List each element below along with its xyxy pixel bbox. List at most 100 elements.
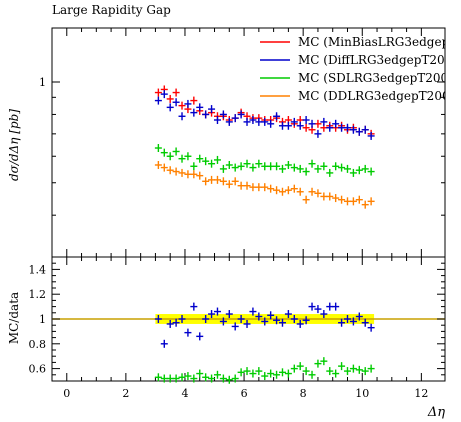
ratio-data-point — [196, 332, 204, 341]
ratio-data-point — [208, 310, 216, 319]
ratio-data-point — [237, 315, 245, 323]
ratio-data-point — [231, 374, 239, 383]
ratio-y-axis-label: MC/data — [7, 292, 21, 344]
legend-entry: MC (MinBiasLRG3edgepT — [298, 35, 457, 49]
ratio-data-point — [178, 315, 186, 323]
ratio-data-point — [284, 310, 292, 319]
ratio-data-point — [255, 312, 263, 321]
ratio-data-point — [278, 368, 286, 377]
ratio-data-point — [184, 328, 192, 337]
main-data-point — [213, 115, 221, 124]
ratio-data-point — [308, 302, 316, 311]
ratio-data-point — [231, 322, 239, 331]
main-data-point — [208, 105, 216, 114]
ratio-data-point — [320, 310, 328, 319]
main-data-point — [261, 183, 269, 192]
main-data-point — [343, 164, 351, 173]
main-data-point — [355, 166, 363, 175]
ratio-data-point — [190, 374, 198, 383]
main-data-point — [355, 195, 363, 204]
main-data-point — [249, 183, 257, 192]
x-tick-label: 4 — [181, 387, 188, 400]
ratio-data-point — [208, 374, 216, 383]
legend-entry: MC (SDLRG3edgepT200 — [298, 71, 448, 85]
main-data-point — [202, 177, 210, 186]
ratio-data-point — [349, 364, 357, 373]
ratio-data-point — [160, 339, 168, 348]
ratio-data-point — [278, 318, 286, 327]
main-data-point — [213, 175, 221, 184]
main-data-point — [355, 127, 363, 136]
ratio-data-point — [196, 369, 204, 378]
main-data-point — [332, 162, 340, 171]
main-data-point — [208, 159, 216, 168]
legend: MC (MinBiasLRG3edgepT MC (DiffLRG3edgepT2… — [260, 35, 457, 103]
main-data-point — [273, 162, 281, 171]
main-data-point — [237, 181, 245, 190]
main-data-point — [320, 192, 328, 201]
main-data-point — [308, 119, 316, 128]
ratio-data-point — [302, 316, 310, 325]
main-data-point — [326, 192, 334, 201]
ratio-data-point — [361, 318, 369, 327]
main-data-point — [160, 163, 168, 172]
main-data-point — [308, 187, 316, 196]
main-data-point — [290, 184, 298, 193]
main-data-point — [184, 99, 192, 108]
main-data-point — [338, 195, 346, 204]
ratio-data-point — [296, 319, 304, 328]
ratio-data-point — [249, 307, 257, 316]
main-data-point — [231, 163, 239, 172]
main-data-point — [154, 96, 162, 105]
ratio-data-point — [302, 367, 310, 376]
main-data-point — [202, 110, 210, 119]
main-data-point — [255, 183, 263, 192]
ratio-data-point — [213, 307, 221, 316]
ratio-data-point — [184, 372, 192, 381]
ratio-x-axis: 0 2 4 6 8 10 12 — [63, 257, 428, 400]
main-data-point — [349, 168, 357, 177]
main-y-tick-label: 1 — [39, 76, 46, 89]
main-data-point — [231, 114, 239, 123]
main-data-point — [184, 170, 192, 179]
main-data-point — [154, 88, 162, 97]
main-data-point — [154, 144, 162, 153]
ratio-data-point — [290, 364, 298, 373]
ratio-data-point — [172, 318, 180, 327]
main-data-point — [314, 164, 322, 173]
main-data-point — [290, 117, 298, 126]
ratio-data-point — [343, 367, 351, 376]
ratio-y-tick-label: 1 — [39, 313, 46, 326]
main-data-point — [219, 110, 227, 119]
main-data-point — [255, 117, 263, 126]
ratio-data-point — [154, 315, 162, 323]
main-data-point — [367, 167, 375, 176]
ratio-data-point — [166, 374, 174, 383]
main-data-point — [338, 123, 346, 132]
main-data-point — [349, 197, 357, 206]
main-data-point — [184, 152, 192, 161]
main-data-point — [314, 189, 322, 198]
main-data-point — [166, 166, 174, 175]
ratio-data-point — [338, 318, 346, 327]
main-x-axis — [66, 28, 422, 257]
main-data-point — [225, 180, 233, 189]
main-data-point — [361, 164, 369, 173]
main-data-point — [261, 117, 269, 126]
main-data-point — [302, 123, 310, 132]
ratio-data-point — [267, 311, 275, 320]
main-data-point — [296, 187, 304, 196]
main-data-point — [166, 103, 174, 112]
ratio-data-point — [267, 369, 275, 378]
ratio-data-point — [160, 374, 168, 383]
main-data-point — [314, 129, 322, 138]
ratio-data-point — [314, 359, 322, 368]
main-data-point — [213, 155, 221, 164]
main-data-point — [178, 168, 186, 177]
main-data-point — [361, 200, 369, 209]
main-data-point — [261, 162, 269, 171]
ratio-data-point — [178, 373, 186, 382]
main-data-point — [367, 197, 375, 206]
x-tick-label: 12 — [414, 387, 428, 400]
ratio-data-point — [154, 373, 162, 382]
